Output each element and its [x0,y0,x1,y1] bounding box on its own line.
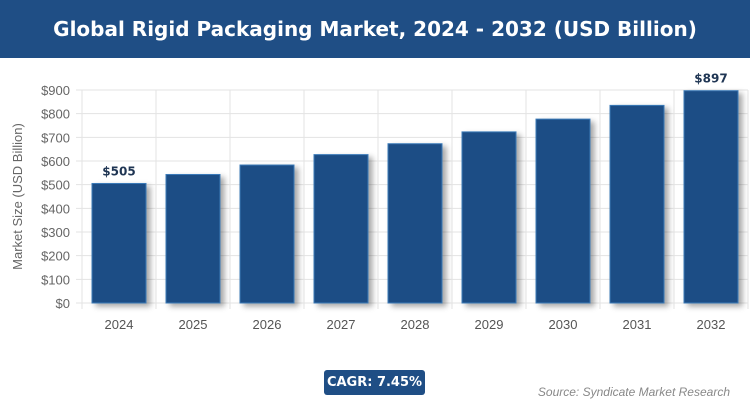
x-tick-label: 2029 [475,317,504,332]
x-tick-label: 2031 [623,317,652,332]
y-axis-label: Market Size (USD Billion) [10,123,25,270]
y-tick-label: $300 [41,225,70,240]
bar-2031 [609,104,665,304]
y-tick-label: $900 [41,83,70,98]
y-tick-label: $700 [41,130,70,145]
y-tick-label: $400 [41,201,70,216]
x-tick-label: 2024 [105,317,134,332]
bar-2024 [91,182,147,304]
data-label: $897 [694,72,727,86]
bar-2029 [461,131,517,304]
bar-2025 [165,173,221,304]
bar-2032 [683,90,739,304]
cagr-badge: CAGR: 7.45% [324,370,425,395]
chart-title: Global Rigid Packaging Market, 2024 - 20… [0,0,750,58]
x-tick-label: 2032 [697,317,726,332]
y-tick-label: $500 [41,178,70,193]
y-tick-label: $0 [56,296,70,311]
x-tick-label: 2030 [549,317,578,332]
x-tick-label: 2026 [253,317,282,332]
source-note: Source: Syndicate Market Research [537,385,730,399]
y-tick-label: $100 [41,272,70,287]
bar-2030 [535,118,591,304]
x-tick-label: 2028 [401,317,430,332]
x-tick-label: 2025 [179,317,208,332]
y-tick-label: $200 [41,249,70,264]
data-label: $505 [102,164,135,178]
bar-2028 [387,143,443,304]
y-tick-label: $600 [41,154,70,169]
bar-2027 [313,154,369,304]
x-tick-label: 2027 [327,317,356,332]
bar-2026 [239,164,295,304]
y-tick-label: $800 [41,107,70,122]
